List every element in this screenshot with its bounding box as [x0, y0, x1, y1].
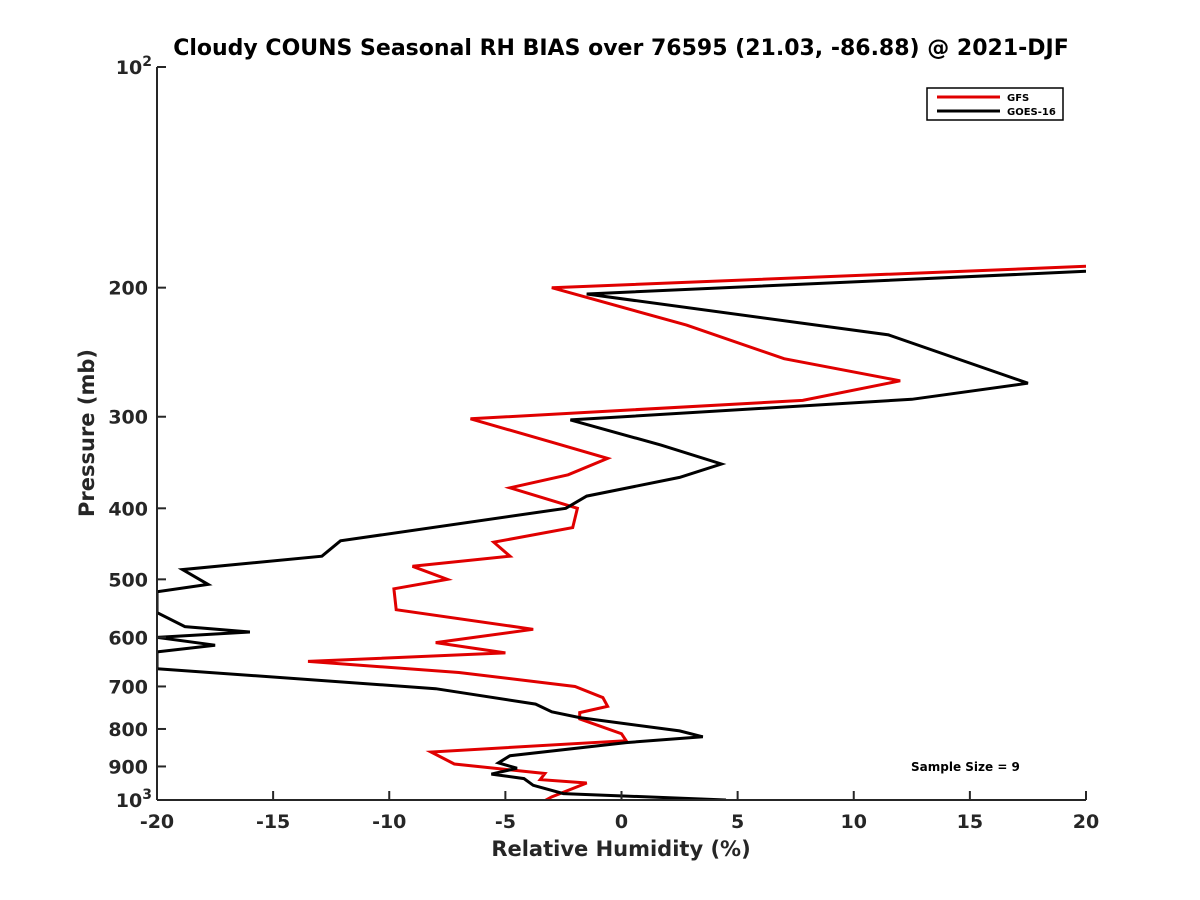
- chart-title: Cloudy COUNS Seasonal RH BIAS over 76595…: [173, 36, 1069, 61]
- legend: GFS GOES-16: [926, 87, 1064, 121]
- y-tick-label: 600: [108, 627, 148, 649]
- y-tick-label: 800: [108, 719, 148, 741]
- y-tick-label: 900: [108, 756, 148, 778]
- sample-size-annotation: Sample Size = 9: [911, 760, 1020, 774]
- x-axis-title: Relative Humidity (%): [491, 837, 750, 861]
- y-tick-label: 500: [108, 569, 148, 591]
- y-axis-title: Pressure (mb): [75, 349, 99, 517]
- y-axis-ticks: 102 200 300 400 500 600 700 800 900 103: [108, 54, 166, 812]
- x-tick-label: 20: [1073, 811, 1099, 833]
- x-tick-label: 5: [731, 811, 744, 833]
- series-line-gfs: [307, 264, 1086, 800]
- y-tick-label: 400: [108, 498, 148, 520]
- series-layer: [157, 264, 1086, 800]
- x-tick-label: 15: [957, 811, 983, 833]
- x-tick-label: -15: [256, 811, 290, 833]
- y-tick-label: 102: [116, 54, 152, 79]
- series-line-goes-16: [157, 269, 1086, 800]
- y-tick-label: 200: [108, 278, 148, 300]
- x-tick-label: 10: [841, 811, 867, 833]
- x-tick-label: -5: [495, 811, 516, 833]
- x-tick-label: -20: [140, 811, 174, 833]
- plot-area: -20 -15 -10 -5 0 5 10 15 20 102 200 300 400 500 600 70…: [108, 54, 1099, 833]
- y-tick-label: 700: [108, 676, 148, 698]
- x-tick-label: 0: [615, 811, 628, 833]
- x-axis-ticks: -20 -15 -10 -5 0 5 10 15 20: [140, 791, 1099, 833]
- legend-label-gfs: GFS: [1007, 93, 1029, 104]
- legend-label-goes-16: GOES-16: [1007, 107, 1056, 118]
- y-tick-label: 300: [108, 407, 148, 429]
- x-tick-label: -10: [372, 811, 406, 833]
- legend-box: [926, 87, 1064, 121]
- y-tick-label: 103: [116, 787, 152, 812]
